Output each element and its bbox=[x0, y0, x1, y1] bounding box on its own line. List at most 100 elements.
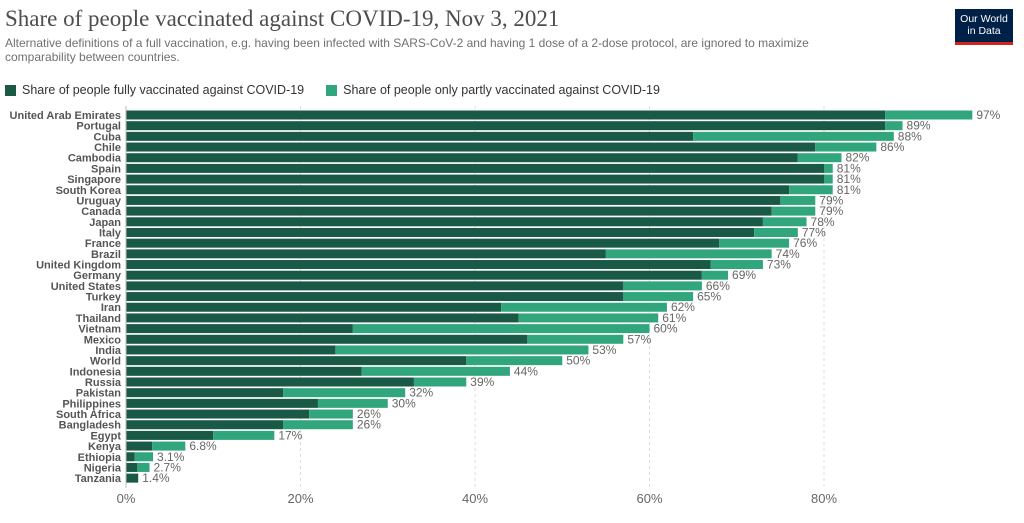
bar-partly-vaccinated bbox=[762, 217, 807, 227]
bar-fully-vaccinated bbox=[126, 260, 711, 270]
country-label: United Kingdom bbox=[36, 260, 121, 272]
owid-logo[interactable]: Our World in Data bbox=[955, 9, 1013, 42]
total-value-label: 26% bbox=[357, 418, 381, 432]
bar-partly-vaccinated bbox=[466, 356, 563, 366]
total-value-label: 65% bbox=[697, 290, 721, 304]
total-value-label: 62% bbox=[671, 300, 695, 314]
bar-fully-vaccinated bbox=[126, 217, 763, 227]
total-value-label: 3.1% bbox=[157, 450, 185, 464]
total-value-label: 81% bbox=[837, 172, 861, 186]
country-label: India bbox=[95, 345, 122, 357]
bar-fully-vaccinated bbox=[126, 292, 624, 302]
bar-fully-vaccinated bbox=[126, 270, 702, 280]
legend-item-partly[interactable]: Share of people only partly vaccinated a… bbox=[326, 83, 660, 97]
country-label: Singapore bbox=[67, 174, 121, 186]
country-label: Brazil bbox=[91, 249, 121, 261]
chart-subtitle: Alternative definitions of a full vaccin… bbox=[5, 36, 809, 64]
x-tick-label: 40% bbox=[462, 491, 488, 506]
total-value-label: 89% bbox=[907, 119, 931, 133]
bar-fully-vaccinated bbox=[126, 441, 153, 451]
bar-fully-vaccinated bbox=[126, 281, 624, 291]
bar-partly-vaccinated bbox=[605, 249, 772, 259]
country-label: Thailand bbox=[76, 313, 121, 325]
total-value-label: 39% bbox=[470, 375, 494, 389]
total-value-label: 97% bbox=[976, 108, 1000, 122]
legend-swatch-partly bbox=[326, 84, 338, 96]
total-value-label: 53% bbox=[592, 343, 616, 357]
total-value-label: 50% bbox=[566, 354, 590, 368]
bar-partly-vaccinated bbox=[771, 206, 816, 216]
bar-partly-vaccinated bbox=[309, 409, 353, 419]
country-label: Vietnam bbox=[78, 324, 121, 336]
country-label: Germany bbox=[73, 270, 122, 282]
total-value-label: 82% bbox=[845, 151, 869, 165]
bar-fully-vaccinated bbox=[126, 409, 310, 419]
country-label: Uruguay bbox=[76, 195, 122, 207]
bar-fully-vaccinated bbox=[126, 334, 528, 344]
country-label: Bangladesh bbox=[59, 420, 122, 432]
bar-fully-vaccinated bbox=[126, 153, 798, 163]
country-label: Indonesia bbox=[70, 366, 122, 378]
bar-partly-vaccinated bbox=[335, 345, 589, 355]
country-label: Spain bbox=[91, 163, 121, 175]
country-label: Japan bbox=[89, 217, 121, 229]
logo-line-1: Our World bbox=[960, 13, 1008, 25]
bar-partly-vaccinated bbox=[701, 270, 729, 280]
bar-fully-vaccinated bbox=[126, 324, 353, 334]
bar-fully-vaccinated bbox=[126, 302, 502, 312]
x-tick-label: 60% bbox=[636, 491, 662, 506]
bar-partly-vaccinated bbox=[134, 452, 154, 462]
country-label: Russia bbox=[85, 377, 122, 389]
legend-item-fully[interactable]: Share of people fully vaccinated against… bbox=[5, 83, 304, 97]
country-label: United States bbox=[51, 281, 121, 293]
legend-label-partly: Share of people only partly vaccinated a… bbox=[343, 83, 660, 97]
bar-fully-vaccinated bbox=[126, 452, 135, 462]
country-label: South Africa bbox=[56, 409, 122, 421]
bar-partly-vaccinated bbox=[352, 324, 650, 334]
bar-partly-vaccinated bbox=[710, 260, 763, 270]
total-value-label: 26% bbox=[357, 407, 381, 421]
bar-partly-vaccinated bbox=[137, 462, 150, 472]
total-value-label: 79% bbox=[819, 193, 843, 207]
country-label: Turkey bbox=[86, 292, 122, 304]
bar-partly-vaccinated bbox=[797, 153, 842, 163]
bar-fully-vaccinated bbox=[126, 121, 886, 131]
bar-fully-vaccinated bbox=[126, 142, 816, 152]
total-value-label: 6.8% bbox=[189, 439, 217, 453]
total-value-label: 61% bbox=[662, 311, 686, 325]
country-label: Ethiopia bbox=[78, 452, 122, 464]
bar-fully-vaccinated bbox=[126, 174, 824, 184]
bar-partly-vaccinated bbox=[283, 388, 406, 398]
bar-partly-vaccinated bbox=[152, 441, 186, 451]
total-value-label: 57% bbox=[627, 332, 651, 346]
legend-swatch-fully bbox=[5, 84, 16, 96]
bar-partly-vaccinated bbox=[501, 302, 667, 312]
country-label: Nigeria bbox=[84, 462, 122, 474]
bar-partly-vaccinated bbox=[780, 195, 816, 205]
x-tick-label: 80% bbox=[811, 491, 837, 506]
bar-fully-vaccinated bbox=[126, 195, 781, 205]
bar-partly-vaccinated bbox=[413, 377, 467, 387]
country-label: World bbox=[90, 356, 121, 368]
bar-fully-vaccinated bbox=[126, 345, 336, 355]
total-value-label: 30% bbox=[392, 396, 416, 410]
bar-fully-vaccinated bbox=[126, 249, 606, 259]
total-value-label: 79% bbox=[819, 204, 843, 218]
total-value-label: 66% bbox=[706, 279, 730, 293]
total-value-label: 78% bbox=[811, 215, 835, 229]
bar-partly-vaccinated bbox=[719, 238, 790, 248]
bar-partly-vaccinated bbox=[754, 227, 798, 237]
country-label: France bbox=[85, 238, 121, 250]
total-value-label: 76% bbox=[793, 236, 817, 250]
bar-fully-vaccinated bbox=[126, 388, 284, 398]
logo-line-2: in Data bbox=[967, 25, 1001, 37]
bar-partly-vaccinated bbox=[623, 292, 694, 302]
bar-partly-vaccinated bbox=[518, 313, 659, 323]
bar-fully-vaccinated bbox=[126, 110, 886, 120]
total-value-label: 2.7% bbox=[154, 460, 182, 474]
bar-partly-vaccinated bbox=[527, 334, 624, 344]
bar-fully-vaccinated bbox=[126, 185, 790, 195]
bar-fully-vaccinated bbox=[126, 131, 694, 141]
bar-partly-vaccinated bbox=[317, 398, 388, 408]
